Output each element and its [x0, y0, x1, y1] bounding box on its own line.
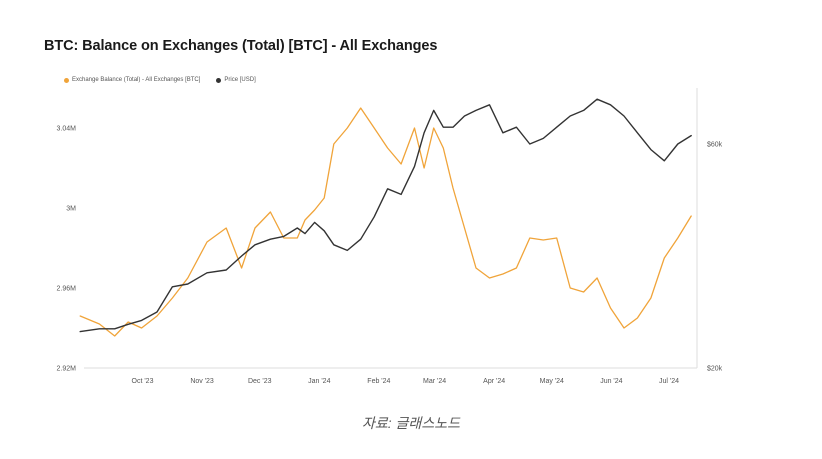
y-left-tick-label: 2.96M — [57, 286, 77, 293]
x-tick-label: May '24 — [540, 378, 564, 385]
y-right-tick-label: $60k — [707, 142, 723, 149]
x-tick-label: Feb '24 — [367, 378, 390, 385]
chart-lines — [79, 98, 692, 337]
x-tick-label: Dec '23 — [248, 378, 272, 385]
chart-axes: 3.04M 3M 2.96M 2.92M $60k $20k Oct '23 Nov '23 D… — [57, 88, 723, 385]
x-tick-label: Jul '24 — [659, 378, 679, 385]
y-left-tick-label: 2.92M — [57, 366, 77, 373]
legend-item-price[interactable]: Price [USD] — [216, 77, 256, 83]
x-tick-label: Jun '24 — [600, 378, 622, 385]
x-tick-label: Mar '24 — [423, 378, 446, 385]
x-tick-label: Apr '24 — [483, 378, 505, 385]
legend-item-balance[interactable]: Exchange Balance (Total) - All Exchanges… — [64, 77, 200, 83]
y-left-tick-label: 3.04M — [57, 126, 77, 133]
y-right-tick-label: $20k — [707, 366, 723, 373]
price-line — [79, 98, 692, 333]
x-tick-label: Nov '23 — [190, 378, 214, 385]
legend-label-price: Price [USD] — [224, 77, 256, 83]
legend-swatch-balance — [64, 77, 69, 83]
legend-label-balance: Exchange Balance (Total) - All Exchanges… — [72, 77, 201, 83]
legend-swatch-price — [216, 77, 222, 83]
chart-legend: Exchange Balance (Total) - All Exchanges… — [64, 77, 256, 83]
chart-title: BTC: Balance on Exchanges (Total) [BTC] … — [44, 38, 438, 54]
y-left-tick-label: 3M — [66, 206, 76, 213]
source-caption: 자료: 글래스노드 — [362, 415, 460, 431]
x-tick-label: Oct '23 — [132, 378, 154, 385]
exchange-balance-line — [79, 107, 692, 337]
x-tick-label: Jan '24 — [308, 378, 330, 385]
